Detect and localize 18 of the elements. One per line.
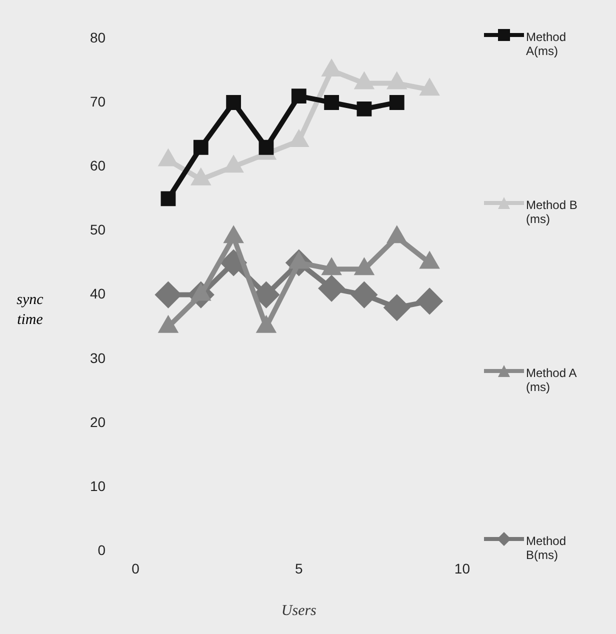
legend-label: Method A (ms) xyxy=(526,366,578,394)
y-tick-label: 40 xyxy=(90,286,106,302)
y-axis-title: sync time xyxy=(16,291,44,330)
x-tick-label: 10 xyxy=(454,560,470,576)
y-tick-label: 80 xyxy=(90,29,106,46)
legend-label: Method B(ms) xyxy=(526,534,568,562)
y-tick-label: 60 xyxy=(90,157,106,174)
y-tick-label: 50 xyxy=(90,222,106,238)
y-tick-label: 70 xyxy=(90,93,106,110)
y-tick-label: 0 xyxy=(98,542,106,558)
legend-label: Method B (ms) xyxy=(526,198,578,226)
x-tick-label: 5 xyxy=(294,560,303,576)
x-axis-title: Users xyxy=(281,602,317,619)
y-tick-label: 30 xyxy=(90,350,106,366)
y-tick-label: 10 xyxy=(90,478,106,494)
legend-label: Method A(ms) xyxy=(526,30,568,58)
x-tick-label: 0 xyxy=(132,560,140,576)
y-tick-label: 20 xyxy=(90,414,106,430)
